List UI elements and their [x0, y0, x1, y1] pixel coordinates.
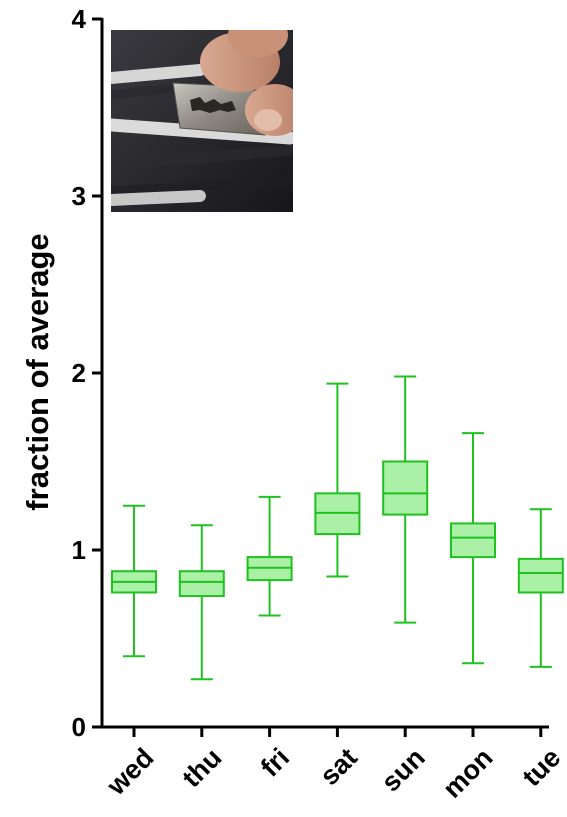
box-fri — [246, 495, 293, 617]
box-tue — [517, 508, 564, 668]
iqr-box — [450, 522, 496, 559]
box-thu — [178, 524, 225, 681]
y-axis-title: fraction of average — [20, 233, 55, 510]
x-tick-label: sat — [314, 742, 363, 791]
x-tick-label: thu — [176, 742, 227, 793]
x-tick-label: wed — [101, 742, 160, 801]
x-tick-label: fri — [255, 742, 295, 782]
y-tick-label: 0 — [72, 712, 86, 742]
y-tick-label: 3 — [72, 181, 86, 211]
iqr-box — [178, 570, 225, 598]
inset-photo — [111, 30, 293, 212]
x-axis-labels: wed thu fri sat sun mon tue — [101, 727, 567, 804]
iqr-box — [382, 460, 429, 516]
box-series — [111, 375, 564, 681]
iqr-box — [517, 557, 564, 594]
x-tick-label: mon — [437, 742, 499, 804]
x-tick-label: tue — [517, 742, 567, 792]
box-mon — [450, 432, 496, 665]
y-tick-label: 1 — [72, 535, 86, 565]
y-axis-ticks: 0 1 2 3 4 — [72, 4, 102, 742]
box-sat — [314, 382, 361, 578]
x-tick-label: sun — [376, 742, 431, 797]
box-sun — [382, 375, 429, 624]
y-tick-label: 2 — [72, 358, 86, 388]
y-tick-label: 4 — [72, 4, 87, 34]
box-wed — [111, 504, 157, 658]
